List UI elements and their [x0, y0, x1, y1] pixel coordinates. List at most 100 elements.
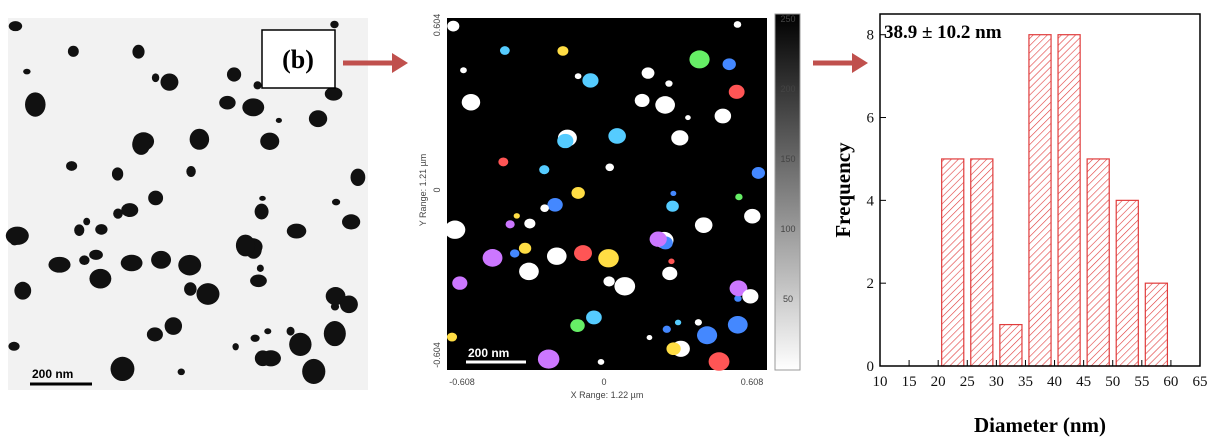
particle — [5, 226, 29, 245]
particle — [253, 81, 262, 90]
particle — [597, 358, 605, 365]
y-tick-label: 2 — [867, 276, 875, 292]
particle — [505, 220, 515, 229]
particle — [250, 274, 267, 288]
y-tick-label: 8 — [867, 28, 875, 44]
particle — [574, 245, 592, 262]
particle — [324, 87, 343, 101]
bar — [1057, 34, 1081, 367]
particle — [25, 92, 46, 117]
particle — [641, 67, 655, 79]
particle — [668, 258, 675, 265]
particle — [744, 208, 761, 224]
particle — [289, 332, 312, 357]
particle — [79, 255, 90, 266]
x-tick-label: 50 — [1105, 374, 1120, 390]
particle — [510, 249, 520, 258]
particle — [232, 343, 239, 351]
particle — [8, 21, 23, 32]
particle — [714, 108, 732, 124]
particle — [177, 368, 185, 376]
particle — [259, 195, 266, 201]
x-tick-label: 65 — [1193, 374, 1208, 390]
particle — [546, 247, 567, 265]
particle — [254, 350, 271, 367]
particle — [452, 276, 468, 290]
particle — [671, 130, 689, 146]
particle — [571, 187, 585, 199]
particle — [499, 46, 510, 55]
particle — [574, 73, 582, 80]
particle — [727, 315, 748, 334]
particle — [350, 168, 366, 187]
x-tick-label: 0.608 — [741, 377, 764, 387]
particle — [674, 319, 682, 326]
particle — [646, 334, 653, 341]
particle — [608, 128, 626, 144]
particle — [275, 117, 282, 123]
x-tick-label: 60 — [1163, 374, 1178, 390]
particle — [537, 349, 560, 369]
particle — [264, 328, 272, 335]
particle — [132, 44, 145, 59]
particle — [518, 242, 532, 254]
x-axis-title: X Range: 1.22 µm — [571, 390, 644, 400]
particle — [186, 166, 196, 177]
particle — [605, 163, 614, 172]
label-box — [261, 29, 336, 89]
particle — [66, 161, 78, 171]
scale-label: 200 nm — [468, 346, 509, 360]
particle — [254, 203, 269, 220]
particle — [120, 254, 143, 272]
particle — [694, 319, 702, 326]
particle — [325, 287, 346, 306]
particle — [226, 67, 242, 82]
particle — [733, 21, 742, 28]
y-tick-label: 4 — [867, 193, 875, 209]
particle — [547, 197, 563, 212]
particle — [634, 93, 650, 108]
particle — [751, 167, 766, 179]
particle — [539, 165, 550, 175]
y-axis-title: Frequency — [831, 142, 855, 238]
particle — [694, 217, 713, 233]
plot-frame — [879, 13, 1201, 367]
particle — [110, 356, 135, 382]
x-tick-label: 35 — [1018, 374, 1033, 390]
x-tick-label: 0 — [601, 377, 606, 387]
particle — [67, 45, 79, 57]
scale-label: 200 nm — [32, 367, 73, 381]
particle — [148, 190, 164, 206]
particle — [286, 223, 307, 239]
particle — [655, 96, 675, 114]
particle — [666, 342, 681, 356]
particle — [308, 110, 328, 128]
particle — [8, 341, 20, 351]
bar — [999, 323, 1023, 367]
particle — [302, 358, 326, 385]
particle — [729, 280, 748, 297]
particle — [89, 249, 103, 260]
particle — [570, 319, 585, 332]
particle — [250, 334, 260, 342]
particle — [689, 50, 710, 69]
x-tick-label: 20 — [931, 374, 946, 390]
particle — [323, 321, 346, 347]
x-axis-title: Diameter (nm) — [974, 413, 1106, 437]
y-tick-label: 6 — [867, 111, 875, 127]
particle — [557, 46, 569, 56]
particle — [339, 295, 358, 314]
particle — [178, 254, 202, 276]
particle — [742, 289, 759, 304]
y-axis-title: Y Range: 1.21 µm — [418, 154, 428, 227]
particle — [586, 310, 602, 325]
particle — [164, 317, 183, 335]
afm-image — [447, 18, 767, 370]
bar — [1028, 34, 1052, 367]
particle — [461, 94, 481, 111]
particle — [447, 20, 460, 32]
x-tick-label: 25 — [960, 374, 975, 390]
particle — [697, 326, 718, 345]
x-tick-label: 15 — [902, 374, 917, 390]
